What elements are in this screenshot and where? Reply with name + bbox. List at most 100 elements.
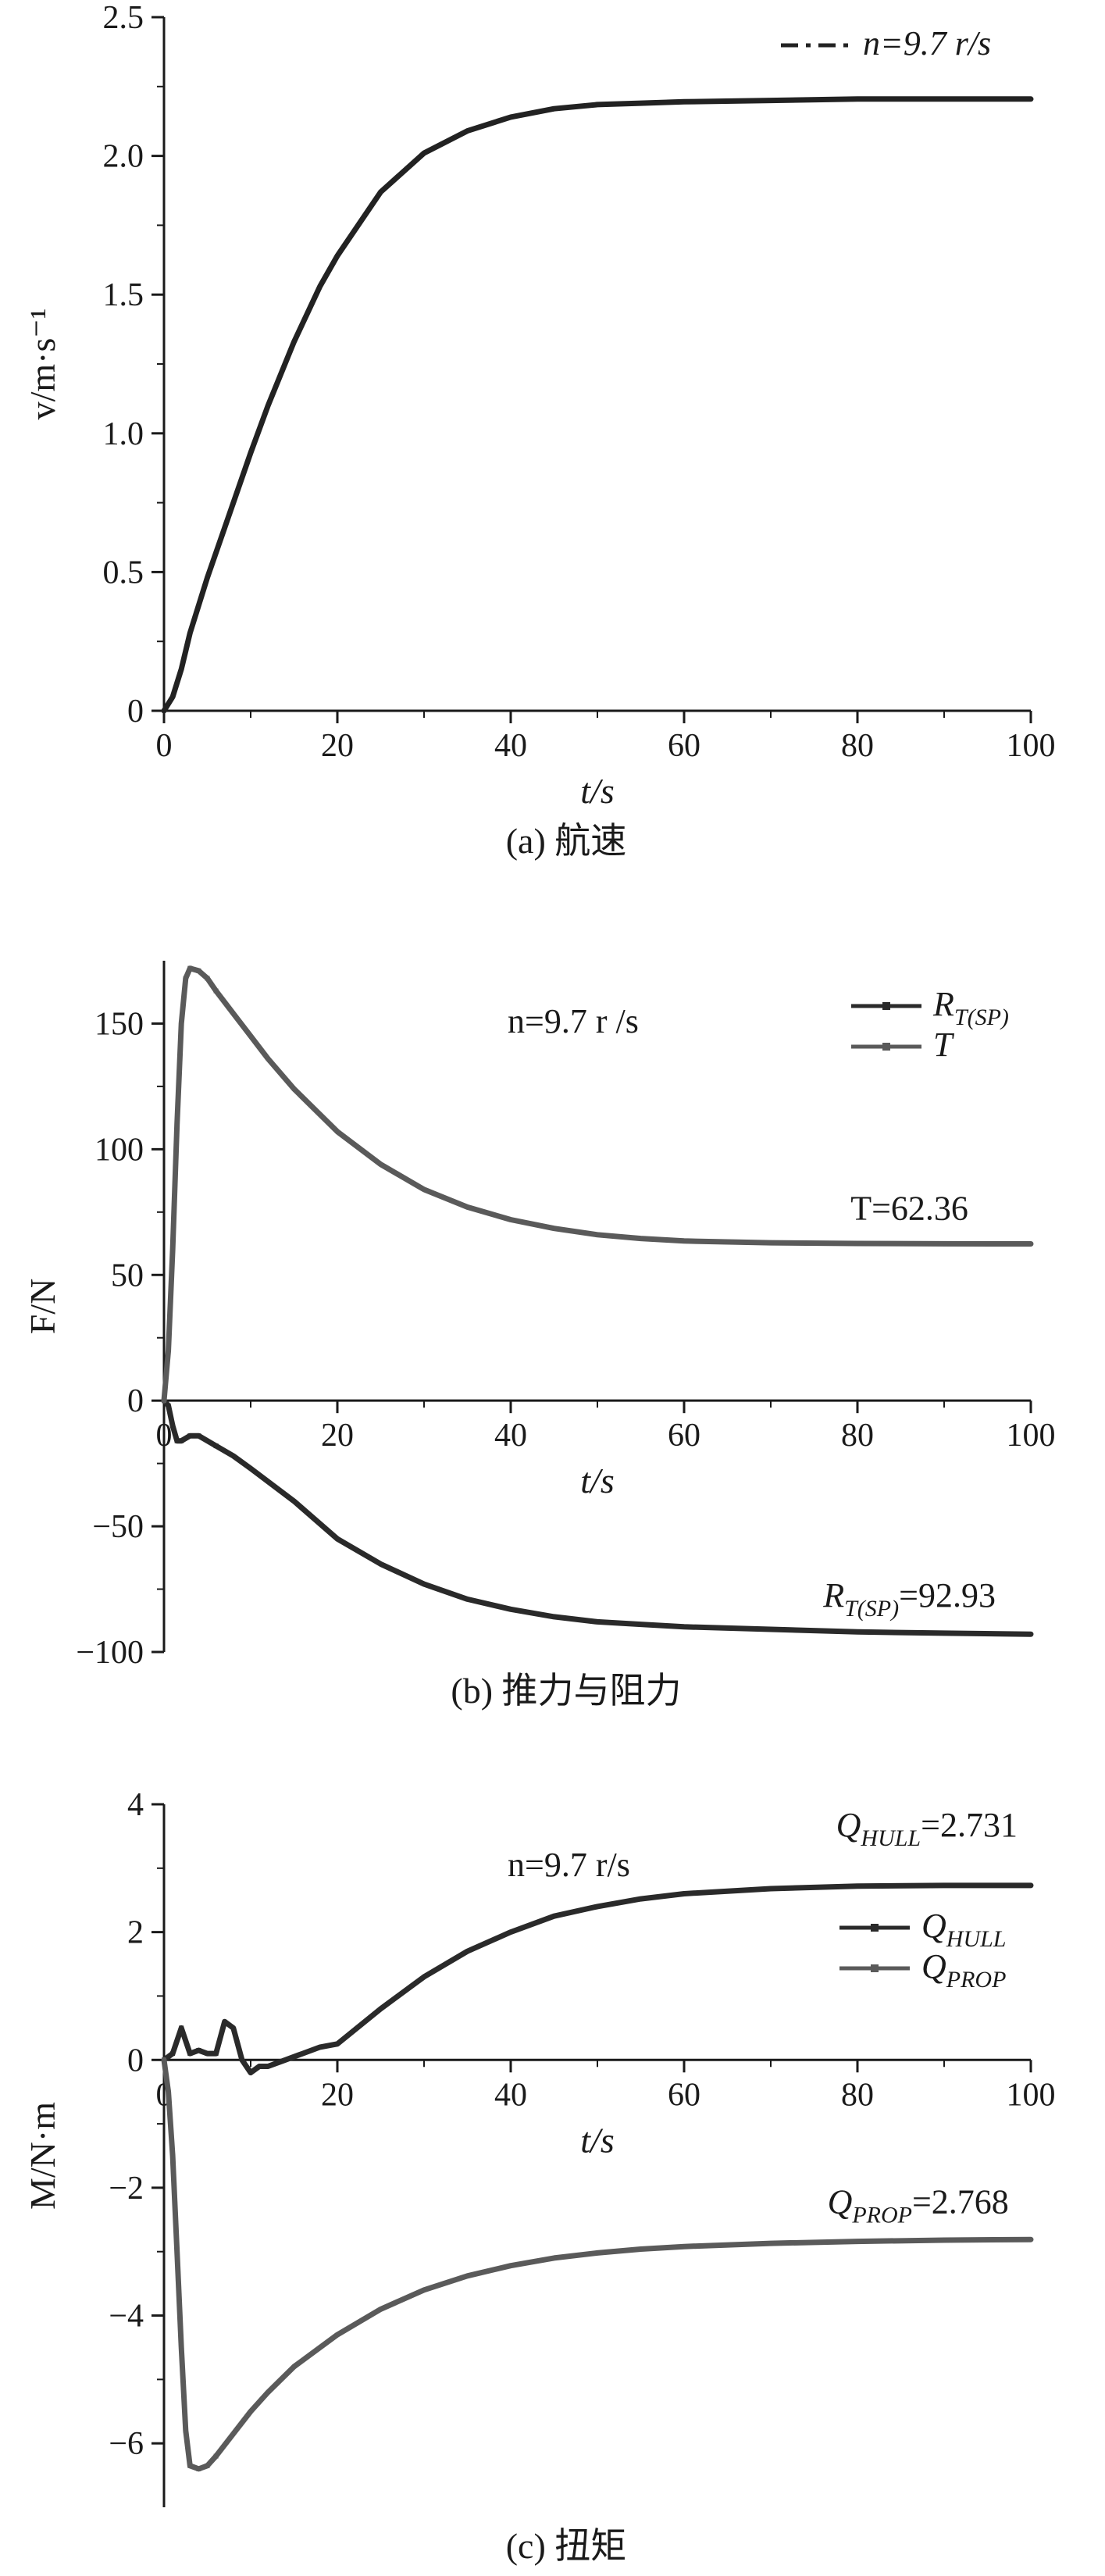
y-tick-label: 1.5	[103, 277, 144, 313]
x-tick-label: 60	[668, 2077, 700, 2113]
y-axis-title: F/N	[23, 1279, 62, 1335]
x-tick-label: 40	[494, 1418, 527, 1454]
chart-panel-0: 0 20 40 60 80 100 0 0.5 1.0 1.5 2.0 2.5 t/s v/m·s⁻¹ n=…	[23, 0, 1056, 861]
series-point	[205, 976, 210, 981]
x-tick-label: 0	[156, 728, 173, 764]
series-point	[213, 1443, 219, 1449]
series-point	[174, 2249, 180, 2254]
series-point	[170, 1247, 176, 1253]
legend-label-1: T	[933, 1026, 955, 1064]
legend-label-0: QHULL	[921, 1907, 1006, 1952]
y-tick-label: 0.5	[103, 555, 144, 590]
series-point	[196, 1433, 201, 1439]
panel-caption: (b) 推力与阻力	[451, 1671, 681, 1711]
series-point	[196, 968, 201, 973]
chart-panel-2: 0 20 40 60 80 100−6−4−2024t/sM/N·mQHULLQPROPn…	[23, 1787, 1056, 2566]
y-tick-label: 0	[127, 694, 144, 730]
series-line-1	[161, 2057, 1034, 2472]
series-point	[196, 2048, 201, 2053]
x-tick-label: 40	[494, 2077, 527, 2113]
x-tick-label: 100	[1007, 2077, 1056, 2113]
series-point	[166, 1347, 171, 1353]
y-axis-title: v/m·s⁻¹	[23, 309, 62, 420]
series-point	[183, 2428, 188, 2433]
series-point	[179, 2025, 184, 2031]
series-point	[213, 2051, 219, 2057]
y-tick-label: 0	[127, 2043, 144, 2078]
y-tick-label: 100	[94, 1132, 144, 1168]
y-tick-label: 50	[111, 1258, 144, 1293]
series-point	[166, 1403, 171, 1408]
x-tick-label: 40	[494, 728, 527, 764]
value-annotation-0: T=62.36	[850, 1189, 968, 1227]
series-point	[183, 976, 188, 981]
y-tick-label: −100	[76, 1635, 144, 1671]
value-annotation-1: RT(SP)=92.93	[822, 1576, 996, 1622]
legend-label-0: RT(SP)	[932, 985, 1009, 1030]
x-tick-label: 100	[1007, 1418, 1056, 1454]
x-axis-title: t/s	[580, 2120, 614, 2160]
legend-marker-1	[882, 1043, 890, 1051]
panel-caption: (c) 扭矩	[506, 2526, 627, 2566]
y-tick-label: 2.5	[103, 0, 144, 36]
series-point	[170, 2153, 176, 2158]
speed-annotation: n=9.7 r /s	[508, 1002, 639, 1040]
x-tick-label: 0	[156, 1418, 173, 1454]
series-line-1	[161, 965, 1034, 1404]
y-tick-label: 0	[127, 1383, 144, 1419]
y-tick-label: −6	[109, 2426, 144, 2462]
series-point	[179, 1021, 184, 1026]
y-tick-label: 150	[94, 1006, 144, 1042]
series-point	[179, 1438, 184, 1443]
series-point	[205, 2051, 210, 2057]
series-point	[162, 1398, 166, 1404]
x-tick-label: 100	[1007, 728, 1056, 764]
x-tick-label: 20	[321, 1418, 354, 1454]
series-point	[162, 2057, 166, 2063]
legend-label-0: n=9.7 r/s	[863, 24, 991, 62]
legend-marker-0	[871, 1924, 879, 1932]
y-tick-label: −2	[109, 2171, 144, 2207]
y-tick-label: −50	[92, 1509, 144, 1545]
chart-panel-1: 0 20 40 60 80 100 −100 −50 0 50 100 150 t/s F/N RT(SP)…	[23, 961, 1056, 1711]
y-tick-label: 1.0	[103, 416, 144, 452]
series-line-0	[161, 96, 1034, 714]
series-point	[166, 2089, 171, 2095]
y-tick-label: 2	[127, 1915, 144, 1951]
legend-marker-0	[882, 1002, 890, 1010]
series-point	[196, 2466, 201, 2471]
series-point	[179, 2345, 184, 2350]
legend-label-1: QPROP	[921, 1947, 1006, 1993]
x-tick-label: 80	[841, 1418, 874, 1454]
x-tick-label: 20	[321, 2077, 354, 2113]
x-tick-label: 20	[321, 728, 354, 764]
panel-caption: (a) 航速	[506, 821, 627, 861]
series-point	[205, 2463, 210, 2468]
series-point	[170, 2051, 176, 2057]
x-tick-label: 80	[841, 2077, 874, 2113]
x-axis-title: t/s	[580, 771, 614, 811]
series-point	[170, 1423, 176, 1429]
series-point	[174, 1438, 180, 1443]
x-tick-label: 60	[668, 1418, 700, 1454]
y-axis-title: M/N·m	[23, 2102, 62, 2210]
series-point	[213, 2453, 219, 2459]
value-annotation-0: QHULL=2.731	[836, 1806, 1018, 1851]
series-point	[187, 2051, 193, 2057]
legend-marker-1	[871, 1964, 879, 1972]
series-point	[187, 1433, 193, 1439]
y-tick-label: −4	[109, 2299, 144, 2335]
series-line-0	[161, 1882, 1034, 2076]
series-point	[187, 965, 193, 971]
speed-annotation: n=9.7 r/s	[508, 1846, 630, 1884]
y-tick-label: 4	[127, 1787, 144, 1823]
x-tick-label: 60	[668, 728, 700, 764]
series-point	[174, 1122, 180, 1127]
series-point	[213, 988, 219, 994]
value-annotation-1: QPROP=2.768	[828, 2183, 1009, 2228]
x-tick-label: 80	[841, 728, 874, 764]
x-axis-title: t/s	[580, 1461, 614, 1500]
y-tick-label: 2.0	[103, 139, 144, 175]
series-point	[187, 2463, 193, 2468]
